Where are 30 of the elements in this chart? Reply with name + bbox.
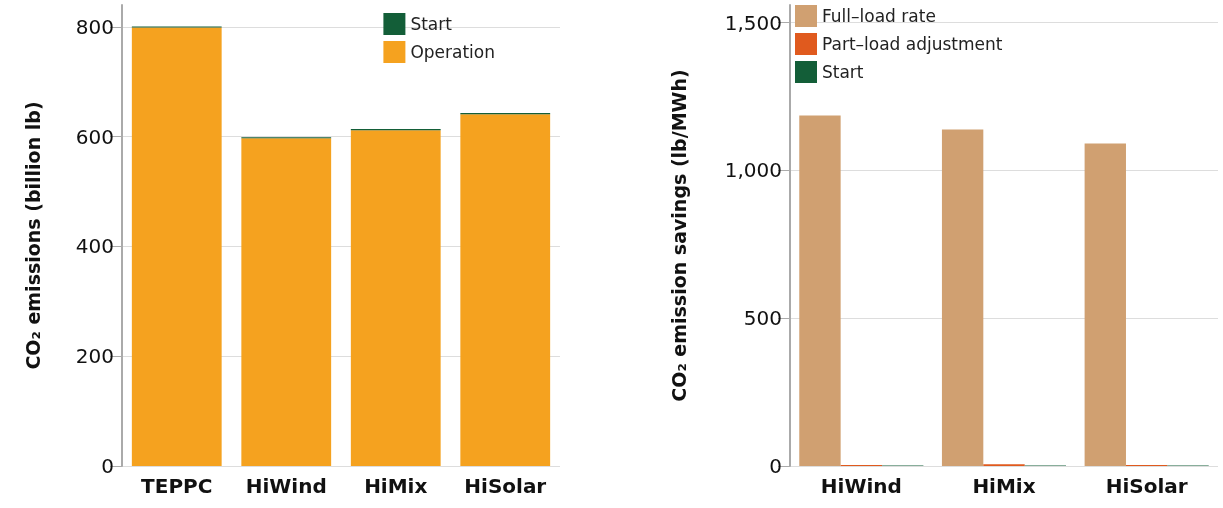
y-tick-label: 1,500 xyxy=(724,10,782,35)
legend-label: Start xyxy=(822,62,864,82)
y-tick-label: 500 xyxy=(743,306,782,331)
x-tick-label: HiWind xyxy=(245,474,327,498)
y-axis-title: CO₂ emissions (billion lb) xyxy=(21,101,44,370)
x-tick-label: HiMix xyxy=(364,474,428,498)
y-tick-label: 1,000 xyxy=(724,158,782,183)
y-tick-label: 0 xyxy=(769,454,782,478)
bar xyxy=(241,138,332,466)
bar xyxy=(1084,143,1126,466)
x-tick-label: TEPPC xyxy=(141,474,213,498)
y-tick-label: 400 xyxy=(75,234,114,259)
y-tick-label: 200 xyxy=(75,344,114,369)
bar xyxy=(460,114,551,466)
y-tick-label: 800 xyxy=(75,14,114,39)
legend-label: Full–load rate xyxy=(822,6,936,26)
bar xyxy=(350,130,441,466)
x-tick-label: HiWind xyxy=(820,474,902,498)
x-tick-label: HiSolar xyxy=(464,474,547,498)
legend-label: Operation xyxy=(410,42,496,62)
bar xyxy=(799,115,841,466)
y-axis-title: CO₂ emission savings (lb/MWh) xyxy=(667,69,690,402)
x-tick-label: HiMix xyxy=(972,474,1036,498)
bar xyxy=(131,27,222,466)
bar xyxy=(941,129,984,466)
y-tick-label: 600 xyxy=(75,124,114,149)
x-tick-label: HiSolar xyxy=(1105,474,1188,498)
y-tick-label: 0 xyxy=(101,454,114,478)
legend-label: Part–load adjustment xyxy=(822,34,1003,54)
legend-label: Start xyxy=(410,14,453,34)
